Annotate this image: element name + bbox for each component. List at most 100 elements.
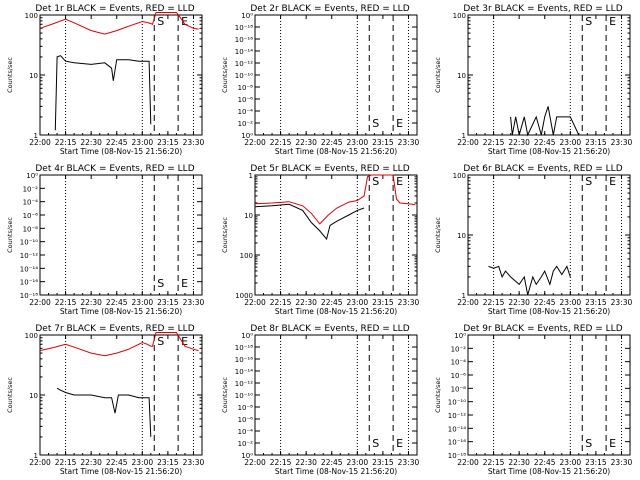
marker-s-label: S — [372, 437, 379, 450]
y-tick-label: 10⁻¹⁴ — [20, 265, 38, 273]
y-tick-label: 10 — [29, 392, 38, 400]
x-tick-label: 22:45 — [106, 138, 128, 147]
x-tick-label: 22:45 — [106, 458, 128, 467]
y-tick-label: 10⁻⁴ — [451, 359, 467, 367]
x-tick-label: 22:00 — [29, 138, 51, 147]
y-tick-label: 10⁰ — [241, 132, 253, 140]
series-lld-line — [39, 12, 199, 35]
x-tick-label: 22:15 — [270, 138, 292, 147]
y-axis-label: Counts/sec — [221, 217, 229, 253]
marker-s-label: S — [585, 15, 592, 28]
y-tick-label: 10⁰ — [26, 172, 38, 180]
y-tick-label: 10⁻¹² — [20, 252, 38, 260]
y-tick-label: 10⁻¹⁰ — [20, 239, 38, 247]
panel-title: Det 9r BLACK = Events, RED = LLD — [463, 324, 622, 334]
panel-title: Det 8r BLACK = Events, RED = LLD — [250, 324, 409, 334]
marker-e-label: E — [609, 15, 616, 28]
y-tick-label: 10⁰ — [241, 12, 253, 20]
y-tick-label: 10⁻¹⁰ — [235, 72, 253, 80]
y-axis-label: Counts/sec — [434, 57, 442, 93]
y-tick-label: 10⁻⁸ — [23, 225, 39, 233]
y-tick-label: 10 — [457, 72, 466, 80]
y-tick-label: 100 — [25, 332, 38, 340]
panel-det-3r: Det 3r BLACK = Events, RED = LLD 22:00 22:… — [434, 4, 633, 156]
y-tick-label: 10⁻¹⁸ — [235, 24, 253, 32]
y-tick-label: 10 — [244, 212, 253, 220]
x-tick-label: 22:00 — [457, 138, 479, 147]
marker-e-label: E — [181, 15, 188, 28]
y-tick-label: 100 — [453, 12, 466, 20]
marker-s-label: S — [585, 175, 592, 188]
x-tick-label: 23:15 — [157, 138, 179, 147]
x-tick-label: 23:00 — [560, 138, 582, 147]
x-tick-label: 23:00 — [560, 298, 582, 307]
x-tick-label: 22:00 — [244, 298, 266, 307]
y-axis-label: Counts/sec — [6, 57, 14, 93]
y-tick-label: 10⁻¹² — [235, 380, 253, 388]
x-tick-label: 22:30 — [295, 298, 317, 307]
y-tick-label: 10⁻¹⁶ — [235, 36, 253, 44]
y-tick-label: 10⁻² — [238, 440, 254, 448]
y-tick-label: 10⁻⁶ — [238, 96, 254, 104]
x-tick-label: 23:15 — [372, 458, 394, 467]
x-tick-label: 22:15 — [483, 458, 505, 467]
x-tick-label: 23:15 — [585, 458, 607, 467]
y-tick-label: 10⁰ — [241, 452, 253, 460]
y-tick-label: 100 — [453, 172, 466, 180]
marker-s-label: S — [157, 15, 164, 28]
y-tick-label: 10⁻² — [23, 185, 39, 193]
x-tick-label: 22:00 — [29, 298, 51, 307]
x-tick-label: 23:00 — [132, 298, 154, 307]
x-tick-label: 22:15 — [270, 458, 292, 467]
x-tick-label: 23:00 — [347, 298, 369, 307]
x-tick-label: 22:15 — [55, 138, 77, 147]
y-tick-label: 10⁻¹⁶ — [235, 356, 253, 364]
marker-e-label: E — [396, 437, 403, 450]
x-tick-label: 22:15 — [55, 298, 77, 307]
plot-frame — [254, 174, 418, 296]
x-tick-label: 23:30 — [611, 298, 633, 307]
panel-det-9r: Det 9r BLACK = Events, RED = LLD 22:00 22:… — [434, 324, 633, 476]
x-tick-label: 23:00 — [132, 138, 154, 147]
y-tick-label: 100 — [240, 252, 253, 260]
x-tick-label: 22:30 — [508, 458, 530, 467]
y-tick-label: 1 — [462, 132, 466, 140]
x-tick-label: 23:15 — [585, 298, 607, 307]
y-tick-label: 10⁰ — [454, 332, 466, 340]
x-tick-label: 22:45 — [321, 298, 343, 307]
marker-s-label: S — [372, 117, 379, 130]
x-tick-label: 22:15 — [483, 138, 505, 147]
y-tick-label: 10⁻⁶ — [23, 212, 39, 220]
x-axis-label: Start Time (08-Nov-15 21:56:20) — [488, 467, 610, 476]
panel-title: Det 6r BLACK = Events, RED = LLD — [463, 164, 622, 174]
panel-title: Det 3r BLACK = Events, RED = LLD — [463, 4, 622, 14]
x-tick-label: 23:00 — [132, 458, 154, 467]
marker-s-label: S — [157, 277, 164, 290]
marker-s-label: S — [157, 335, 164, 348]
x-axis-label: Start Time (08-Nov-15 21:56:20) — [60, 467, 182, 476]
x-tick-label: 22:30 — [80, 138, 102, 147]
x-tick-label: 23:15 — [585, 138, 607, 147]
y-tick-label: 10⁻¹⁰ — [235, 392, 253, 400]
y-tick-label: 10⁻⁶ — [238, 416, 254, 424]
x-tick-label: 22:15 — [483, 298, 505, 307]
y-tick-label: 10⁻² — [451, 345, 467, 353]
panel-title: Det 5r BLACK = Events, RED = LLD — [250, 164, 409, 174]
y-tick-label: 1 — [34, 452, 38, 460]
x-tick-label: 22:30 — [80, 298, 102, 307]
marker-e-label: E — [396, 175, 403, 188]
x-tick-label: 22:45 — [534, 458, 556, 467]
y-tick-label: 10⁻¹² — [448, 412, 466, 420]
y-tick-label: 10⁻¹⁸ — [448, 452, 466, 460]
x-tick-label: 23:30 — [183, 298, 205, 307]
marker-e-label: E — [396, 117, 403, 130]
series-events-line — [254, 203, 365, 241]
plot-frame — [467, 334, 631, 456]
y-tick-label: 10⁻² — [238, 120, 254, 128]
y-tick-label: 1 — [34, 132, 38, 140]
y-tick-label: 10⁻¹⁴ — [235, 48, 253, 56]
panel-det-1r: Det 1r BLACK = Events, RED = LLD 22:00 22:… — [6, 4, 205, 156]
y-tick-label: 10⁻⁴ — [23, 199, 39, 207]
y-tick-label: 10⁻⁴ — [238, 428, 254, 436]
